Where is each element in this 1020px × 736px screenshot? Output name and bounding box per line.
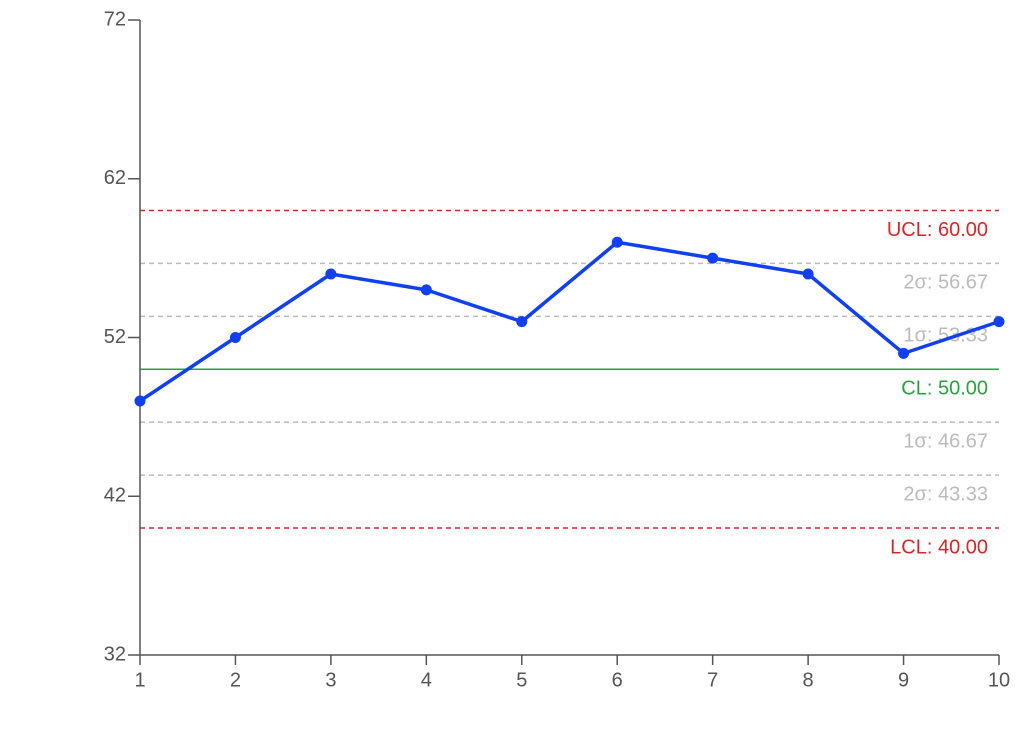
control-label: 2σ: 56.67	[903, 272, 988, 294]
y-tick-label: 62	[104, 167, 126, 189]
point	[134, 395, 146, 407]
y-tick-label: 32	[104, 643, 126, 665]
x-tick-label: 3	[325, 669, 336, 691]
point	[898, 347, 910, 359]
x-tick-label: 7	[707, 669, 718, 691]
control-label: UCL: 60.00	[887, 219, 988, 241]
x-tick-label: 2	[230, 669, 241, 691]
x-tick-label: 4	[421, 669, 432, 691]
point	[325, 268, 337, 280]
point	[611, 236, 623, 248]
series-line	[139, 240, 1000, 403]
point	[802, 268, 814, 280]
control-label: CL: 50.00	[901, 378, 988, 400]
point	[707, 252, 719, 264]
x-tick-label: 6	[612, 669, 623, 691]
control-label: 2σ: 43.33	[903, 483, 988, 505]
control-label: LCL: 40.00	[890, 536, 988, 558]
x-tick-label: 10	[988, 669, 1010, 691]
control-label: 1σ: 53.33	[903, 325, 988, 347]
y-tick-label: 42	[104, 485, 126, 507]
y-tick-label: 52	[104, 326, 126, 348]
x-tick-label: 5	[516, 669, 527, 691]
point	[993, 316, 1005, 328]
control-label: 1σ: 46.67	[903, 430, 988, 452]
x-tick-label: 1	[134, 669, 145, 691]
x-tick-label: 9	[898, 669, 909, 691]
point	[229, 332, 241, 343]
x-tick-label: 8	[803, 669, 814, 691]
y-tick-label: 72	[104, 8, 126, 30]
point	[420, 284, 432, 296]
point	[516, 316, 528, 328]
